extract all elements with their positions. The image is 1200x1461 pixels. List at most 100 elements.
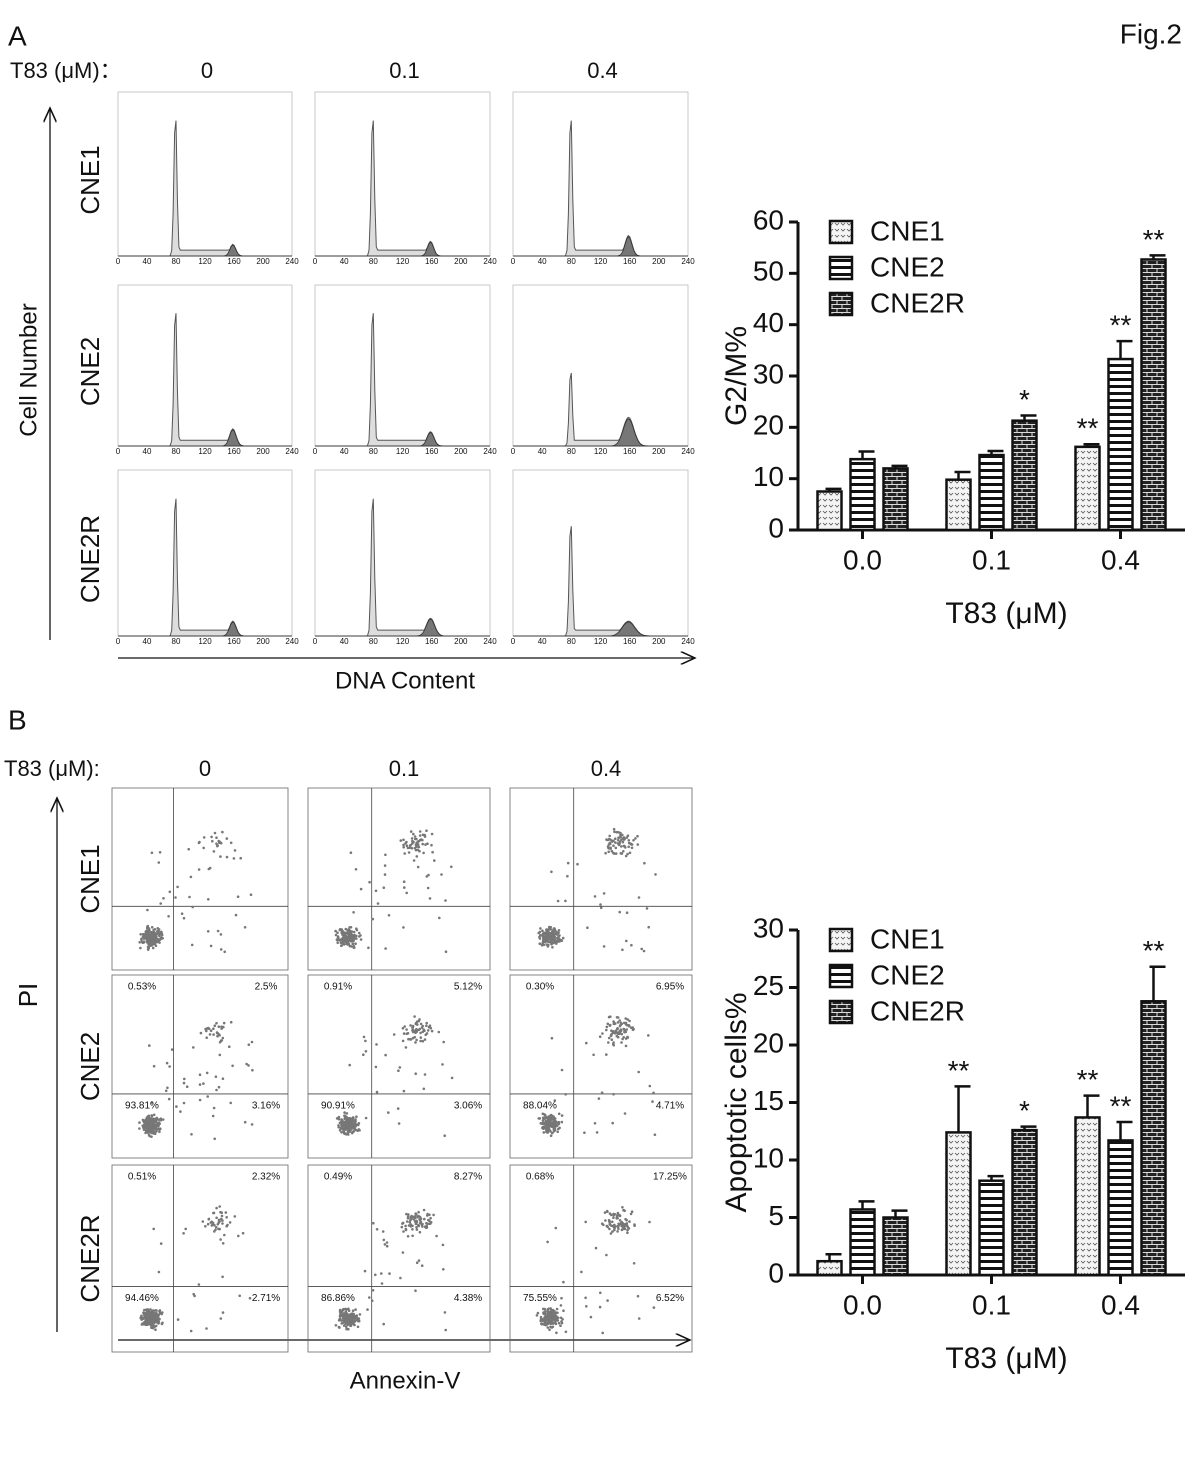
dot [159, 1242, 163, 1245]
dot [338, 1308, 342, 1312]
dot-plot-frame [111, 1164, 289, 1353]
dot [345, 1317, 349, 1320]
dot [598, 1305, 602, 1309]
histogram-tick-label: 160 [623, 257, 637, 266]
dot [615, 1016, 619, 1019]
dot [142, 1321, 146, 1324]
legend-swatch [828, 219, 854, 245]
dot [538, 942, 542, 945]
dot [145, 929, 149, 932]
dot [347, 932, 351, 936]
dot [556, 1130, 559, 1134]
dot [549, 941, 552, 944]
dot [626, 1228, 629, 1232]
dot [351, 1118, 355, 1121]
dot [430, 832, 434, 836]
dot [402, 843, 405, 847]
dot [157, 1270, 161, 1274]
histogram-tick-label: 240 [285, 257, 299, 266]
dot [334, 929, 337, 933]
dot [354, 1123, 358, 1127]
histogram: 0 40 80 120 160 200 240 [313, 469, 497, 646]
dot [216, 1223, 220, 1226]
dot [152, 931, 156, 935]
dot [352, 911, 355, 914]
dot [609, 847, 612, 850]
dot [412, 859, 416, 862]
y-tick-label: 0 [768, 512, 784, 543]
dot [350, 1312, 354, 1315]
dot [618, 1031, 622, 1034]
dot [542, 1121, 546, 1125]
dot [385, 1241, 389, 1244]
dot [176, 885, 179, 889]
bar [978, 1179, 1005, 1277]
dot [442, 1268, 445, 1271]
dot [566, 861, 570, 865]
dot [189, 1329, 193, 1333]
dot [174, 896, 177, 899]
dot [191, 905, 194, 909]
dot [140, 1314, 143, 1318]
dot [542, 1117, 545, 1121]
dot [552, 1115, 555, 1118]
dot [340, 944, 343, 947]
histogram-frame [512, 469, 689, 637]
dot [154, 1324, 158, 1328]
histogram-tick-label: 200 [454, 257, 468, 266]
dot [202, 836, 206, 839]
error-bar [1149, 254, 1166, 260]
dot [358, 935, 361, 938]
dot [354, 1308, 357, 1311]
histogram-tick-label: 80 [172, 257, 181, 266]
dot [349, 940, 353, 943]
dot [647, 925, 650, 929]
dot [620, 1224, 623, 1228]
dot [410, 837, 414, 840]
dot [206, 1095, 209, 1098]
dot [621, 840, 625, 844]
dot [628, 842, 631, 845]
dot [344, 1307, 347, 1311]
dot [557, 935, 560, 939]
dot [340, 1322, 344, 1325]
dot [422, 1028, 426, 1031]
dot [415, 1038, 418, 1042]
bar [1011, 1128, 1038, 1277]
significance-marker: ** [948, 1055, 970, 1086]
dot [247, 1064, 250, 1067]
dot [430, 1029, 434, 1033]
dot [211, 1114, 215, 1118]
dot [221, 1275, 224, 1279]
dot [231, 1064, 234, 1068]
y-axis-label: PI [13, 983, 43, 1008]
bar [882, 1216, 909, 1277]
dot [645, 907, 649, 910]
dot [206, 1026, 210, 1030]
dot-plot: 0.91% 5.12% 90.91% 3.06% [307, 974, 491, 1159]
dot [618, 1019, 621, 1022]
dot [610, 849, 614, 853]
dot [362, 1053, 365, 1056]
dot [385, 1244, 389, 1248]
dot [157, 1123, 160, 1127]
dot [382, 886, 386, 889]
dot [606, 1022, 610, 1026]
dot [545, 932, 549, 935]
dot [414, 848, 418, 852]
dot [155, 1118, 159, 1121]
dot [383, 873, 387, 876]
dot [411, 1228, 414, 1231]
dot [605, 1053, 608, 1056]
dot [384, 853, 387, 857]
dose-label: 0 [201, 58, 213, 83]
dot [637, 1317, 641, 1320]
dot [345, 1112, 349, 1115]
dot [217, 1085, 221, 1089]
dot [612, 827, 616, 831]
histogram-tick-label: 40 [143, 257, 152, 266]
dot [621, 948, 624, 952]
histogram-g2 [513, 236, 688, 257]
dot [155, 933, 158, 937]
